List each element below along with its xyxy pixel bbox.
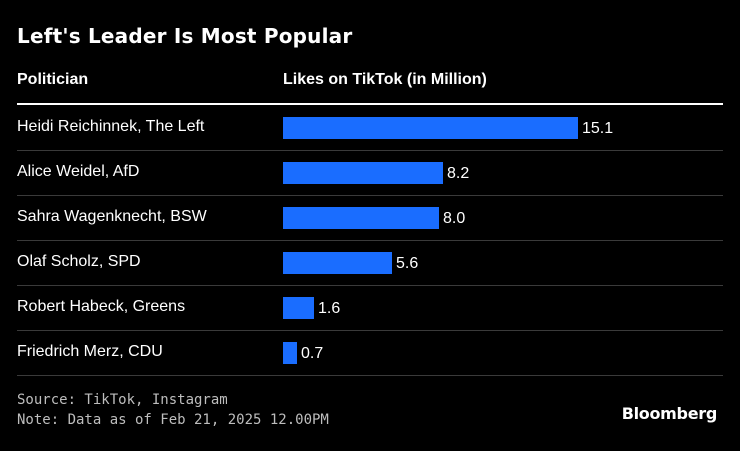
bar bbox=[283, 162, 443, 184]
source-text: Source: TikTok, Instagram bbox=[17, 392, 228, 408]
category-label: Olaf Scholz, SPD bbox=[17, 253, 141, 270]
bar bbox=[283, 207, 439, 229]
row-divider bbox=[17, 150, 723, 151]
category-label: Robert Habeck, Greens bbox=[17, 298, 186, 315]
bloomberg-logo: Bloomberg bbox=[621, 404, 718, 423]
category-label: Friedrich Merz, CDU bbox=[17, 343, 163, 360]
bar bbox=[283, 117, 578, 139]
bar-value-label: 1.6 bbox=[318, 300, 341, 317]
row-divider bbox=[17, 195, 723, 196]
bar-value-label: 0.7 bbox=[301, 345, 324, 362]
row-divider bbox=[17, 285, 723, 286]
category-label: Alice Weidel, AfD bbox=[17, 163, 140, 180]
category-label: Sahra Wagenknecht, BSW bbox=[17, 208, 207, 225]
row-divider bbox=[17, 330, 723, 331]
bar bbox=[283, 297, 314, 319]
note-text: Note: Data as of Feb 21, 2025 12.00PM bbox=[17, 412, 329, 428]
category-label: Heidi Reichinnek, The Left bbox=[17, 118, 205, 135]
column-header-politician: Politician bbox=[17, 71, 89, 88]
header-divider bbox=[17, 103, 723, 105]
row-divider bbox=[17, 375, 723, 376]
bar-value-label: 8.0 bbox=[443, 210, 466, 227]
bar bbox=[283, 342, 297, 364]
chart-title: Left's Leader Is Most Popular bbox=[17, 24, 353, 48]
bar-value-label: 15.1 bbox=[582, 120, 614, 137]
source-note: Source: TikTok, Instagram Note: Data as … bbox=[17, 390, 329, 430]
bar-value-label: 8.2 bbox=[447, 165, 470, 182]
bar-value-label: 5.6 bbox=[396, 255, 419, 272]
column-header-likes: Likes on TikTok (in Million) bbox=[283, 71, 487, 88]
bar bbox=[283, 252, 392, 274]
row-divider bbox=[17, 240, 723, 241]
